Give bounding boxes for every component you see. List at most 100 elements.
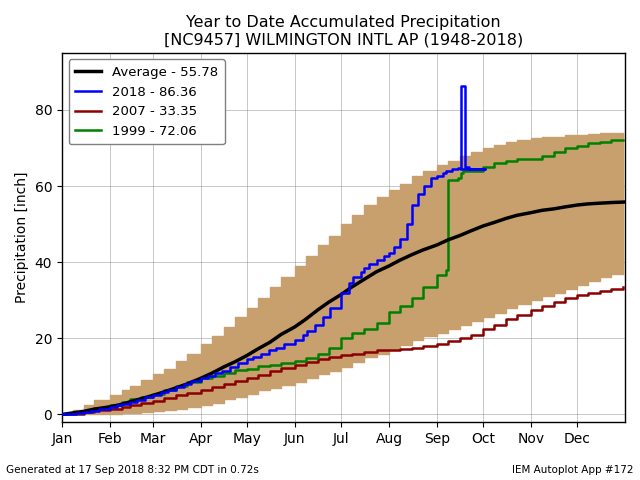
2007 - 33.35 — [337, 353, 345, 359]
Average - 55.78 — [90, 406, 98, 412]
Average - 55.78 — [596, 200, 604, 206]
Average - 55.78 — [467, 228, 475, 234]
2007 - 33.35 — [396, 346, 404, 351]
Average - 55.78 — [325, 299, 333, 305]
1999 - 72.06 — [442, 267, 450, 273]
2007 - 33.35 — [502, 316, 510, 322]
1999 - 72.06 — [58, 411, 66, 417]
2018 - 86.36 — [58, 411, 66, 417]
1999 - 72.06 — [620, 137, 627, 143]
Average - 55.78 — [538, 207, 545, 213]
2007 - 33.35 — [291, 362, 299, 368]
2018 - 86.36 — [257, 351, 265, 357]
2007 - 33.35 — [243, 375, 251, 381]
2007 - 33.35 — [490, 322, 498, 328]
Average - 55.78 — [220, 364, 228, 370]
2018 - 86.36 — [326, 305, 334, 311]
2018 - 86.36 — [458, 166, 465, 172]
Average - 55.78 — [172, 385, 180, 391]
2007 - 33.35 — [58, 411, 66, 417]
Average - 55.78 — [302, 316, 310, 322]
Average - 55.78 — [118, 401, 126, 407]
Average - 55.78 — [231, 359, 239, 365]
Average - 55.78 — [208, 371, 216, 376]
Line: 2007 - 33.35: 2007 - 33.35 — [62, 288, 623, 414]
2007 - 33.35 — [79, 409, 87, 415]
2007 - 33.35 — [266, 368, 274, 373]
2007 - 33.35 — [160, 396, 168, 401]
2007 - 33.35 — [118, 404, 126, 410]
2007 - 33.35 — [561, 296, 569, 301]
Legend: Average - 55.78, 2018 - 86.36, 2007 - 33.35, 1999 - 72.06: Average - 55.78, 2018 - 86.36, 2007 - 33… — [68, 60, 225, 144]
2007 - 33.35 — [314, 356, 322, 362]
2018 - 86.36 — [299, 332, 307, 337]
Average - 55.78 — [385, 263, 393, 269]
Average - 55.78 — [160, 389, 168, 395]
Average - 55.78 — [314, 307, 322, 312]
Line: 1999 - 72.06: 1999 - 72.06 — [62, 140, 623, 414]
2007 - 33.35 — [302, 359, 310, 365]
Average - 55.78 — [266, 339, 274, 345]
2007 - 33.35 — [419, 343, 427, 349]
Average - 55.78 — [620, 199, 627, 205]
2007 - 33.35 — [106, 406, 113, 412]
Average - 55.78 — [513, 213, 521, 218]
Line: Average - 55.78: Average - 55.78 — [62, 202, 623, 414]
Average - 55.78 — [433, 242, 440, 248]
Average - 55.78 — [396, 257, 404, 263]
2007 - 33.35 — [456, 336, 464, 341]
2007 - 33.35 — [408, 345, 416, 351]
Average - 55.78 — [419, 247, 427, 253]
2007 - 33.35 — [467, 332, 475, 337]
2007 - 33.35 — [208, 384, 216, 390]
2007 - 33.35 — [607, 286, 615, 292]
Average - 55.78 — [197, 375, 205, 381]
1999 - 72.06 — [231, 367, 239, 373]
Average - 55.78 — [490, 220, 498, 226]
Y-axis label: Precipitation [inch]: Precipitation [inch] — [15, 172, 29, 303]
Average - 55.78 — [348, 284, 356, 290]
Average - 55.78 — [69, 410, 77, 416]
2007 - 33.35 — [149, 398, 157, 404]
Average - 55.78 — [277, 332, 285, 337]
1999 - 72.06 — [243, 366, 251, 372]
2007 - 33.35 — [550, 299, 558, 305]
Average - 55.78 — [479, 223, 487, 229]
Text: Generated at 17 Sep 2018 8:32 PM CDT in 0.72s: Generated at 17 Sep 2018 8:32 PM CDT in … — [6, 465, 259, 475]
2007 - 33.35 — [69, 411, 77, 417]
2007 - 33.35 — [479, 326, 487, 332]
Average - 55.78 — [106, 404, 113, 410]
2007 - 33.35 — [137, 400, 145, 406]
2007 - 33.35 — [220, 381, 228, 387]
Average - 55.78 — [584, 201, 592, 207]
2007 - 33.35 — [254, 372, 262, 378]
Average - 55.78 — [183, 381, 191, 387]
Title: Year to Date Accumulated Precipitation
[NC9457] WILMINGTON INTL AP (1948-2018): Year to Date Accumulated Precipitation [… — [164, 15, 523, 48]
2018 - 86.36 — [458, 83, 465, 88]
2007 - 33.35 — [172, 393, 180, 398]
Line: 2018 - 86.36: 2018 - 86.36 — [62, 85, 484, 414]
1999 - 72.06 — [458, 170, 465, 176]
Average - 55.78 — [527, 210, 535, 216]
2018 - 86.36 — [365, 261, 372, 267]
1999 - 72.06 — [183, 380, 191, 385]
2018 - 86.36 — [118, 401, 126, 407]
2007 - 33.35 — [231, 378, 239, 384]
Average - 55.78 — [573, 202, 581, 208]
2018 - 86.36 — [360, 265, 368, 271]
2007 - 33.35 — [596, 288, 604, 294]
2007 - 33.35 — [126, 402, 134, 408]
Average - 55.78 — [291, 324, 299, 330]
2007 - 33.35 — [348, 351, 356, 357]
Average - 55.78 — [502, 216, 510, 221]
Average - 55.78 — [126, 399, 134, 405]
Average - 55.78 — [456, 233, 464, 239]
2007 - 33.35 — [372, 348, 380, 353]
2007 - 33.35 — [444, 338, 451, 344]
2007 - 33.35 — [385, 347, 393, 353]
Average - 55.78 — [58, 411, 66, 417]
2007 - 33.35 — [197, 387, 205, 393]
2007 - 33.35 — [584, 290, 592, 296]
2007 - 33.35 — [538, 303, 545, 309]
Average - 55.78 — [254, 346, 262, 352]
